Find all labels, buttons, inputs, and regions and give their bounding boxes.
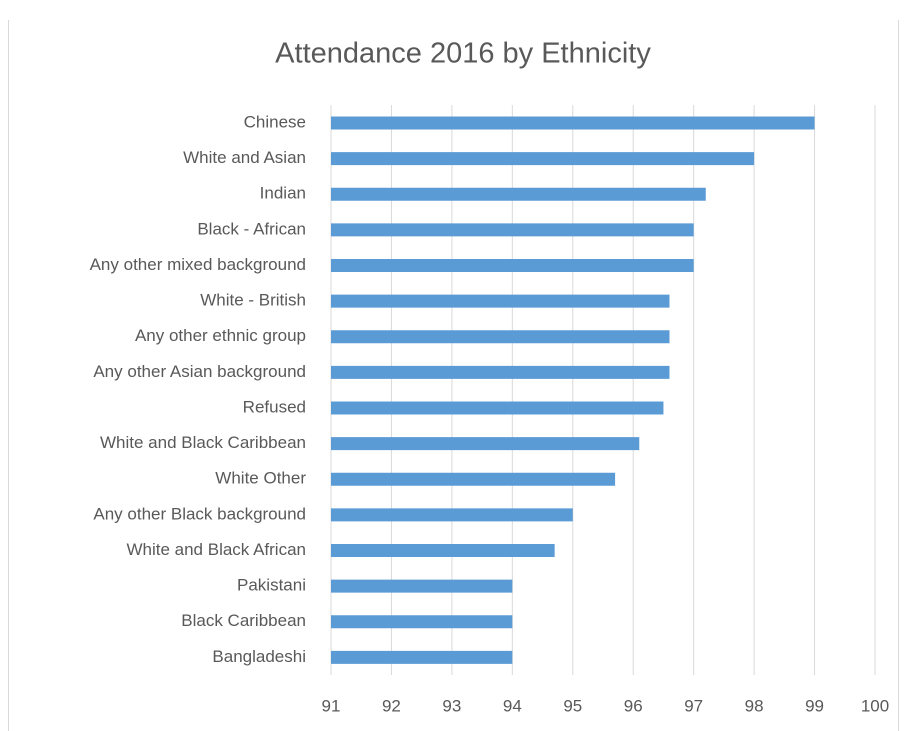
bar [331, 544, 555, 557]
y-tick-label: White Other [215, 469, 306, 488]
x-tick-label: 94 [503, 696, 522, 715]
y-tick-label: White and Black African [126, 540, 306, 559]
y-tick-label: Chinese [244, 112, 306, 131]
bar [331, 508, 573, 522]
x-tick-label: 92 [382, 696, 401, 715]
bar [331, 116, 815, 130]
x-tick-label: 97 [684, 696, 703, 715]
bar [331, 330, 670, 344]
bar [331, 223, 694, 237]
chart-title: Attendance 2016 by Ethnicity [275, 38, 651, 70]
y-tick-label: Any other Black background [93, 504, 306, 523]
y-tick-label: Any other Asian background [93, 362, 306, 381]
y-tick-label: White and Asian [183, 148, 306, 167]
bar [331, 437, 640, 451]
y-tick-label: Black - African [197, 219, 306, 238]
bar [331, 365, 670, 379]
bar [331, 294, 670, 308]
x-tick-label: 95 [563, 696, 582, 715]
bar [331, 401, 664, 415]
x-tick-label: 96 [624, 696, 643, 715]
bar [331, 259, 694, 272]
x-tick-label: 98 [745, 696, 764, 715]
bar [331, 472, 616, 486]
x-tick-label: 99 [805, 696, 824, 715]
y-tick-label: Bangladeshi [212, 647, 306, 666]
y-tick-label: Any other ethnic group [135, 326, 306, 345]
bar [331, 615, 513, 629]
y-tick-label: White - British [200, 291, 306, 310]
x-tick-label: 93 [442, 696, 461, 715]
y-tick-label: White and Black Caribbean [100, 433, 306, 452]
x-tick-label: 100 [861, 696, 889, 715]
y-tick-label: Any other mixed background [90, 255, 306, 274]
bar [331, 187, 706, 201]
y-tick-label: Black Caribbean [181, 611, 306, 630]
bar [331, 579, 513, 593]
bar [331, 650, 513, 664]
y-tick-label: Pakistani [237, 576, 306, 595]
bar [331, 152, 755, 166]
y-tick-label: Refused [243, 397, 306, 416]
x-tick-label: 91 [322, 696, 341, 715]
y-tick-label: Indian [260, 184, 306, 203]
